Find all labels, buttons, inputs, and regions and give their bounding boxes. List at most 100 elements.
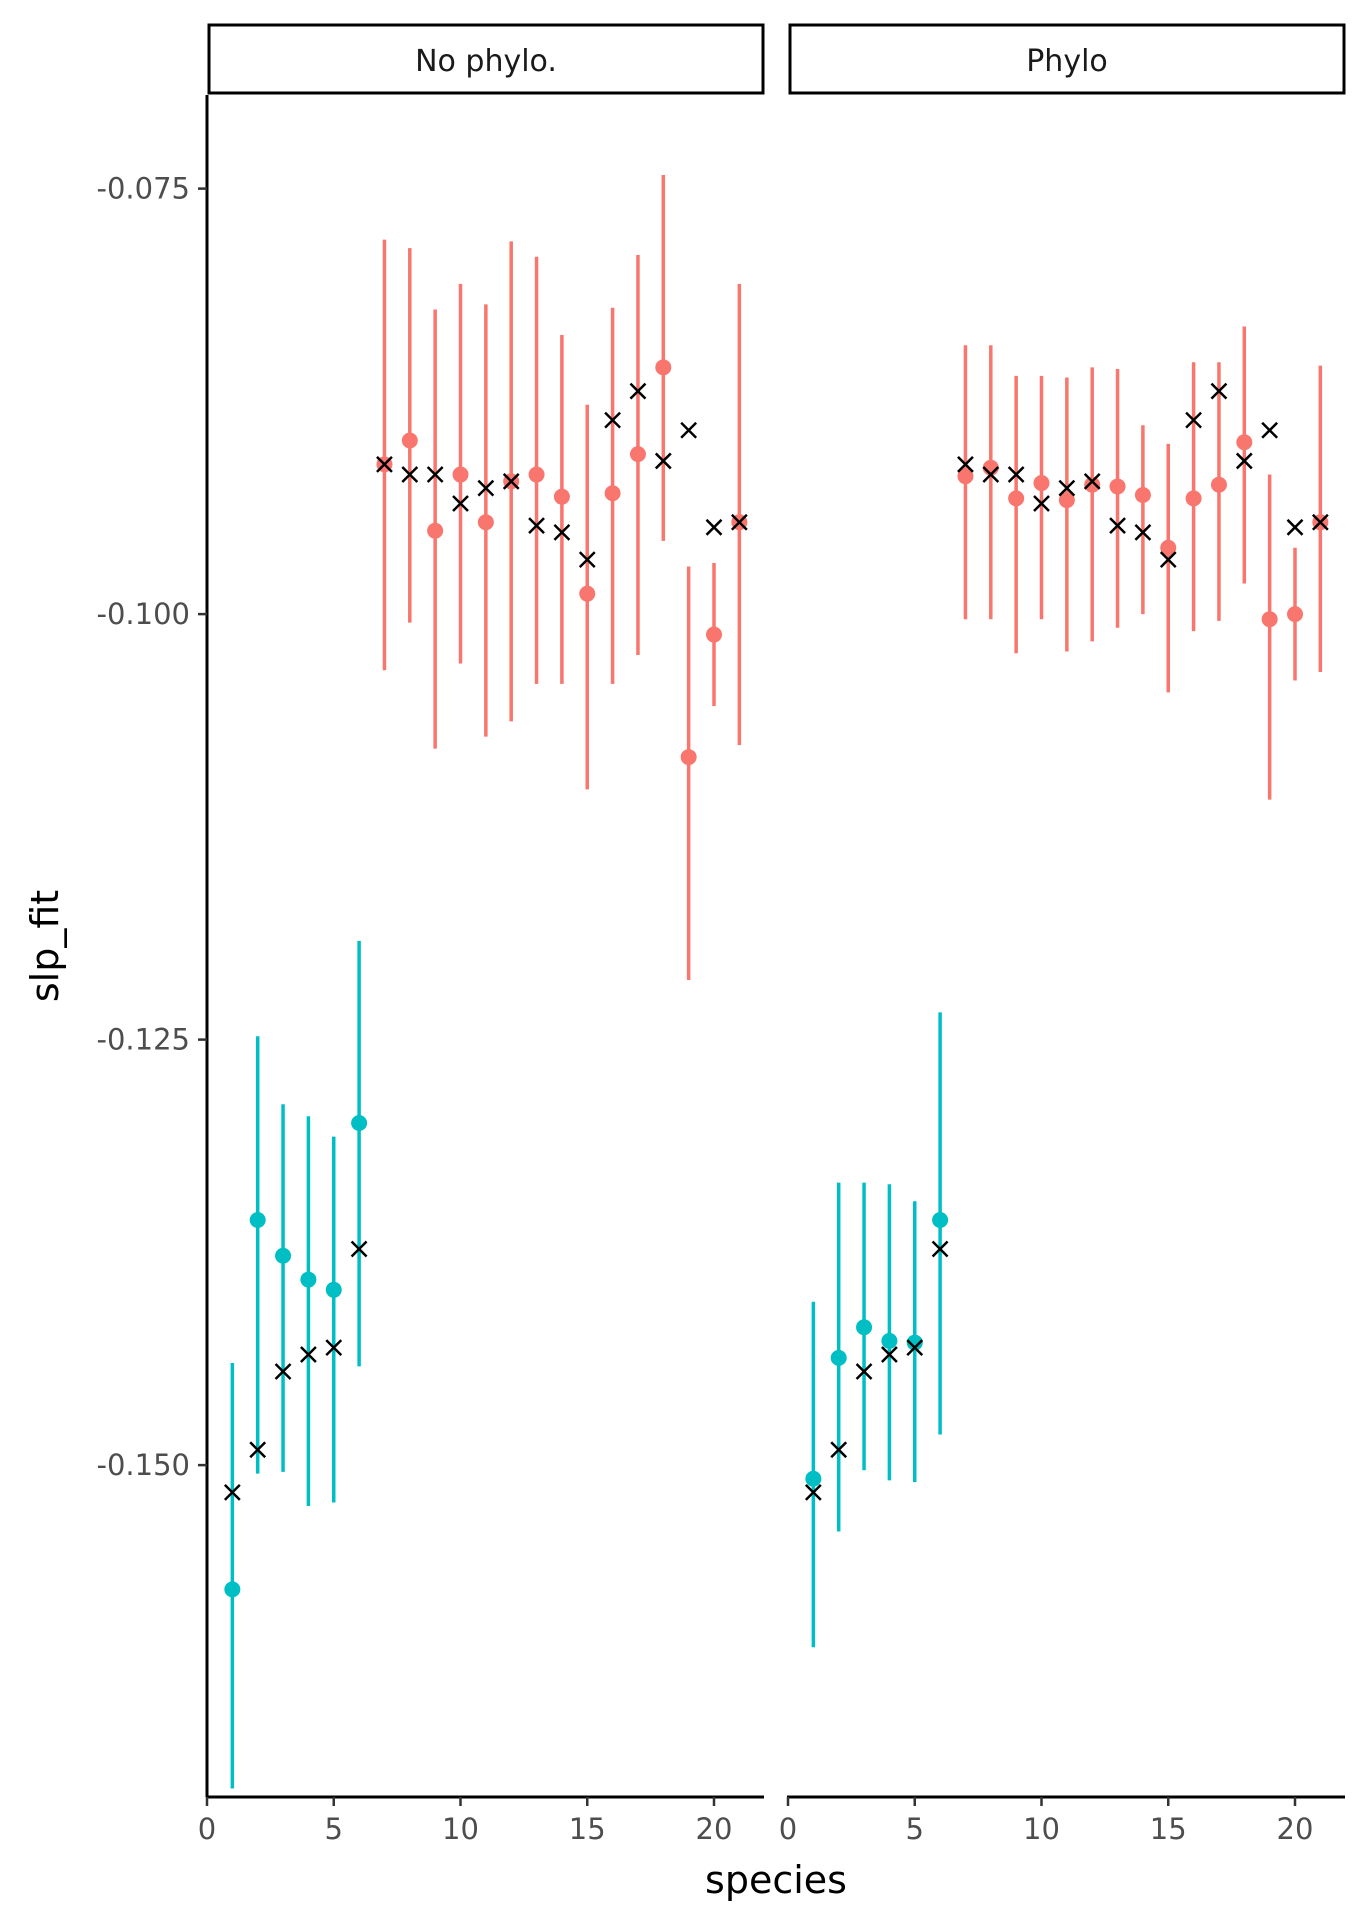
estimate-point [1084,476,1101,493]
y-tick-label: -0.150 [97,1448,191,1482]
true-marker-stroke [578,551,596,569]
true-marker-stroke [426,466,444,483]
true-marker-stroke [1185,411,1202,429]
estimate-point [805,1470,822,1487]
y-tick-label: -0.100 [97,597,191,631]
true-marker-stroke [223,1483,241,1501]
true-marker-stroke [452,495,469,512]
estimate-point [906,1334,923,1351]
true-value-marker [730,513,748,531]
true-value-marker [1311,513,1329,531]
estimate-point [655,359,672,376]
true-value-marker [1286,518,1304,536]
estimate-point [477,514,494,531]
estimate-point [1134,486,1151,503]
true-marker-stroke [1083,472,1101,490]
true-marker-stroke [982,466,1000,483]
true-marker-stroke [881,1346,898,1363]
true-value-marker [477,479,495,497]
true-marker-stroke [629,382,647,400]
strip-label-phylo: Phylo [1026,44,1108,79]
true-marker-stroke [1235,452,1253,470]
true-marker-stroke [325,1339,343,1357]
x-tick-label: 10 [442,1812,479,1846]
true-marker-stroke [1134,524,1152,541]
true-value-marker [1007,466,1025,483]
strip-label-no-phylo: No phylo. [415,44,557,79]
x-tick-label: 10 [1023,1812,1060,1846]
true-marker-stroke [553,524,571,541]
estimate-point [1185,490,1202,507]
estimate-point [1058,492,1075,509]
estimate-point [452,466,469,483]
estimate-point [629,446,646,463]
estimate-point [351,1115,368,1132]
true-marker-stroke [350,1240,368,1258]
estimate-point [300,1271,317,1288]
estimate-point [249,1212,266,1229]
estimate-point [604,485,621,502]
strip-no-phylo [207,23,765,95]
estimate-point [1287,606,1303,623]
estimate-point [275,1247,292,1264]
true-marker-stroke [274,1363,292,1380]
true-value-marker [553,524,571,541]
true-value-marker [401,466,419,483]
true-marker-stroke [1261,421,1279,439]
true-value-marker [1210,382,1228,400]
estimate-point [1109,478,1126,495]
true-value-marker [1134,524,1152,541]
true-value-marker [1185,411,1202,429]
estimate-point [706,626,722,643]
true-value-marker [249,1441,267,1459]
true-value-marker [1083,472,1101,490]
y-tick-label: -0.075 [97,172,191,206]
true-value-marker [274,1363,292,1380]
true-value-marker [1033,495,1050,512]
true-value-marker [982,466,1000,483]
estimate-point [881,1332,898,1349]
estimate-point [1008,490,1025,507]
x-tick-label: 15 [569,1812,606,1846]
true-marker-stroke [931,1240,949,1258]
true-marker-stroke [906,1339,924,1357]
true-value-marker [1235,452,1253,470]
panel-phylo: Phylo 0 5 10 15 20 [779,23,1346,1846]
true-marker-stroke [730,513,748,531]
true-value-marker [957,455,974,473]
estimate-point [957,468,974,485]
true-value-marker [376,455,393,473]
estimate-point [528,466,545,483]
true-value-marker [578,551,596,569]
estimate-point [579,585,596,602]
true-marker-stroke [528,517,545,534]
true-marker-stroke [1159,551,1177,569]
true-value-marker [350,1240,368,1258]
true-value-marker [528,517,545,534]
x-tick-label: 5 [906,1812,924,1846]
true-marker-stroke [300,1346,317,1363]
x-ticks-no-phylo: 0 5 10 15 20 [198,1797,732,1846]
true-value-marker [604,411,621,429]
true-value-marker [855,1363,873,1380]
true-marker-stroke [1286,518,1304,536]
estimate-point [932,1212,949,1229]
true-marker-stroke [705,518,723,536]
true-value-marker [1058,479,1076,497]
panel-no-phylo: No phylo. 0 5 10 15 20 [198,23,765,1846]
true-marker-stroke [604,411,621,429]
panel-marks-no-phylo [223,174,748,1789]
y-axis-title: slp_fit [23,890,67,1002]
estimate-point [1210,476,1227,493]
true-marker-stroke [401,466,419,483]
true-value-marker [1109,517,1126,534]
true-marker-stroke [957,455,974,473]
panel-marks-phylo [804,326,1329,1648]
true-value-marker [830,1441,848,1459]
y-ticks: -0.075 -0.100 -0.125 -0.150 [97,172,207,1482]
strip-phylo [788,23,1346,95]
true-value-marker [1261,421,1279,439]
true-marker-stroke [654,452,672,470]
x-axis-title: species [705,1858,847,1902]
